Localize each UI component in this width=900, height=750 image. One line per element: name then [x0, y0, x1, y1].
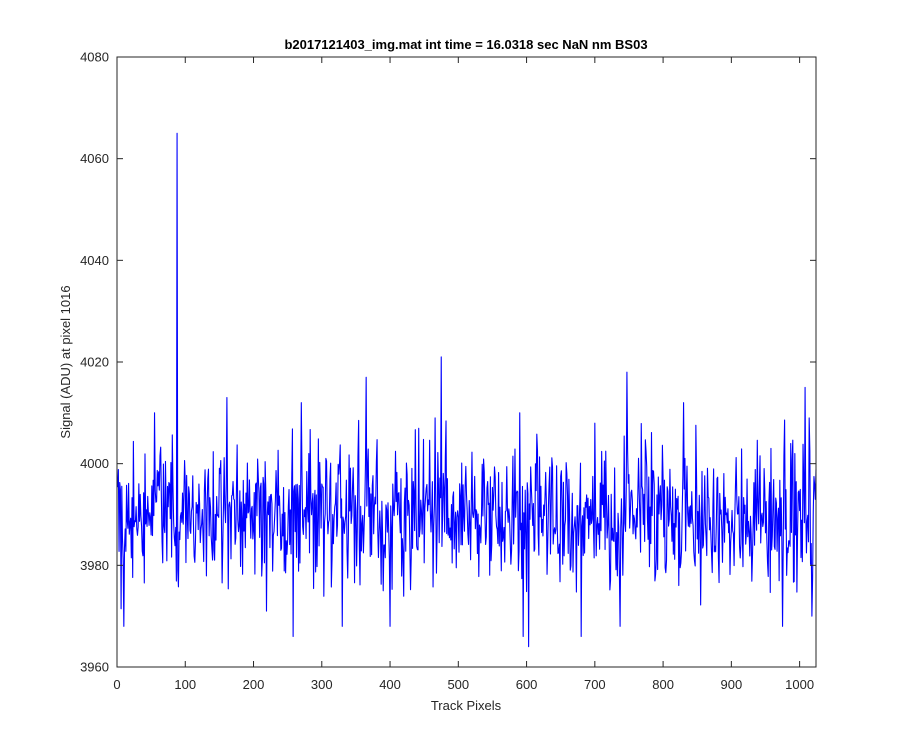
y-tick-label: 4040 [80, 253, 109, 268]
y-tick-label: 3960 [80, 660, 109, 675]
x-tick-label: 500 [447, 677, 469, 692]
axes-layer: 0 100 200 300 400 500 600 700 800 900 1000 3960 3980… [80, 50, 817, 692]
x-tick-label: 100 [174, 677, 196, 692]
x-tick-label: 300 [311, 677, 333, 692]
plot-area [117, 57, 816, 667]
y-tick-label: 4020 [80, 355, 109, 370]
x-tick-label: 700 [584, 677, 606, 692]
y-tick-label: 4000 [80, 456, 109, 471]
x-tick-label: 600 [516, 677, 538, 692]
series-layer [117, 132, 817, 648]
x-tick-label: 200 [243, 677, 265, 692]
x-tick-label: 900 [721, 677, 743, 692]
y-tick-label: 3980 [80, 558, 109, 573]
y-tick-label: 4080 [80, 50, 109, 65]
x-tick-label: 1000 [785, 677, 814, 692]
y-tick-label: 4060 [80, 151, 109, 166]
chart-title: b2017121403_img.mat int time = 16.0318 s… [284, 37, 647, 52]
x-tick-label: 400 [379, 677, 401, 692]
x-tick-label: 0 [113, 677, 120, 692]
x-tick-label: 800 [652, 677, 674, 692]
x-axis-label: Track Pixels [431, 698, 502, 713]
series-line [117, 132, 817, 648]
y-axis-label: Signal (ADU) at pixel 1016 [58, 285, 73, 438]
